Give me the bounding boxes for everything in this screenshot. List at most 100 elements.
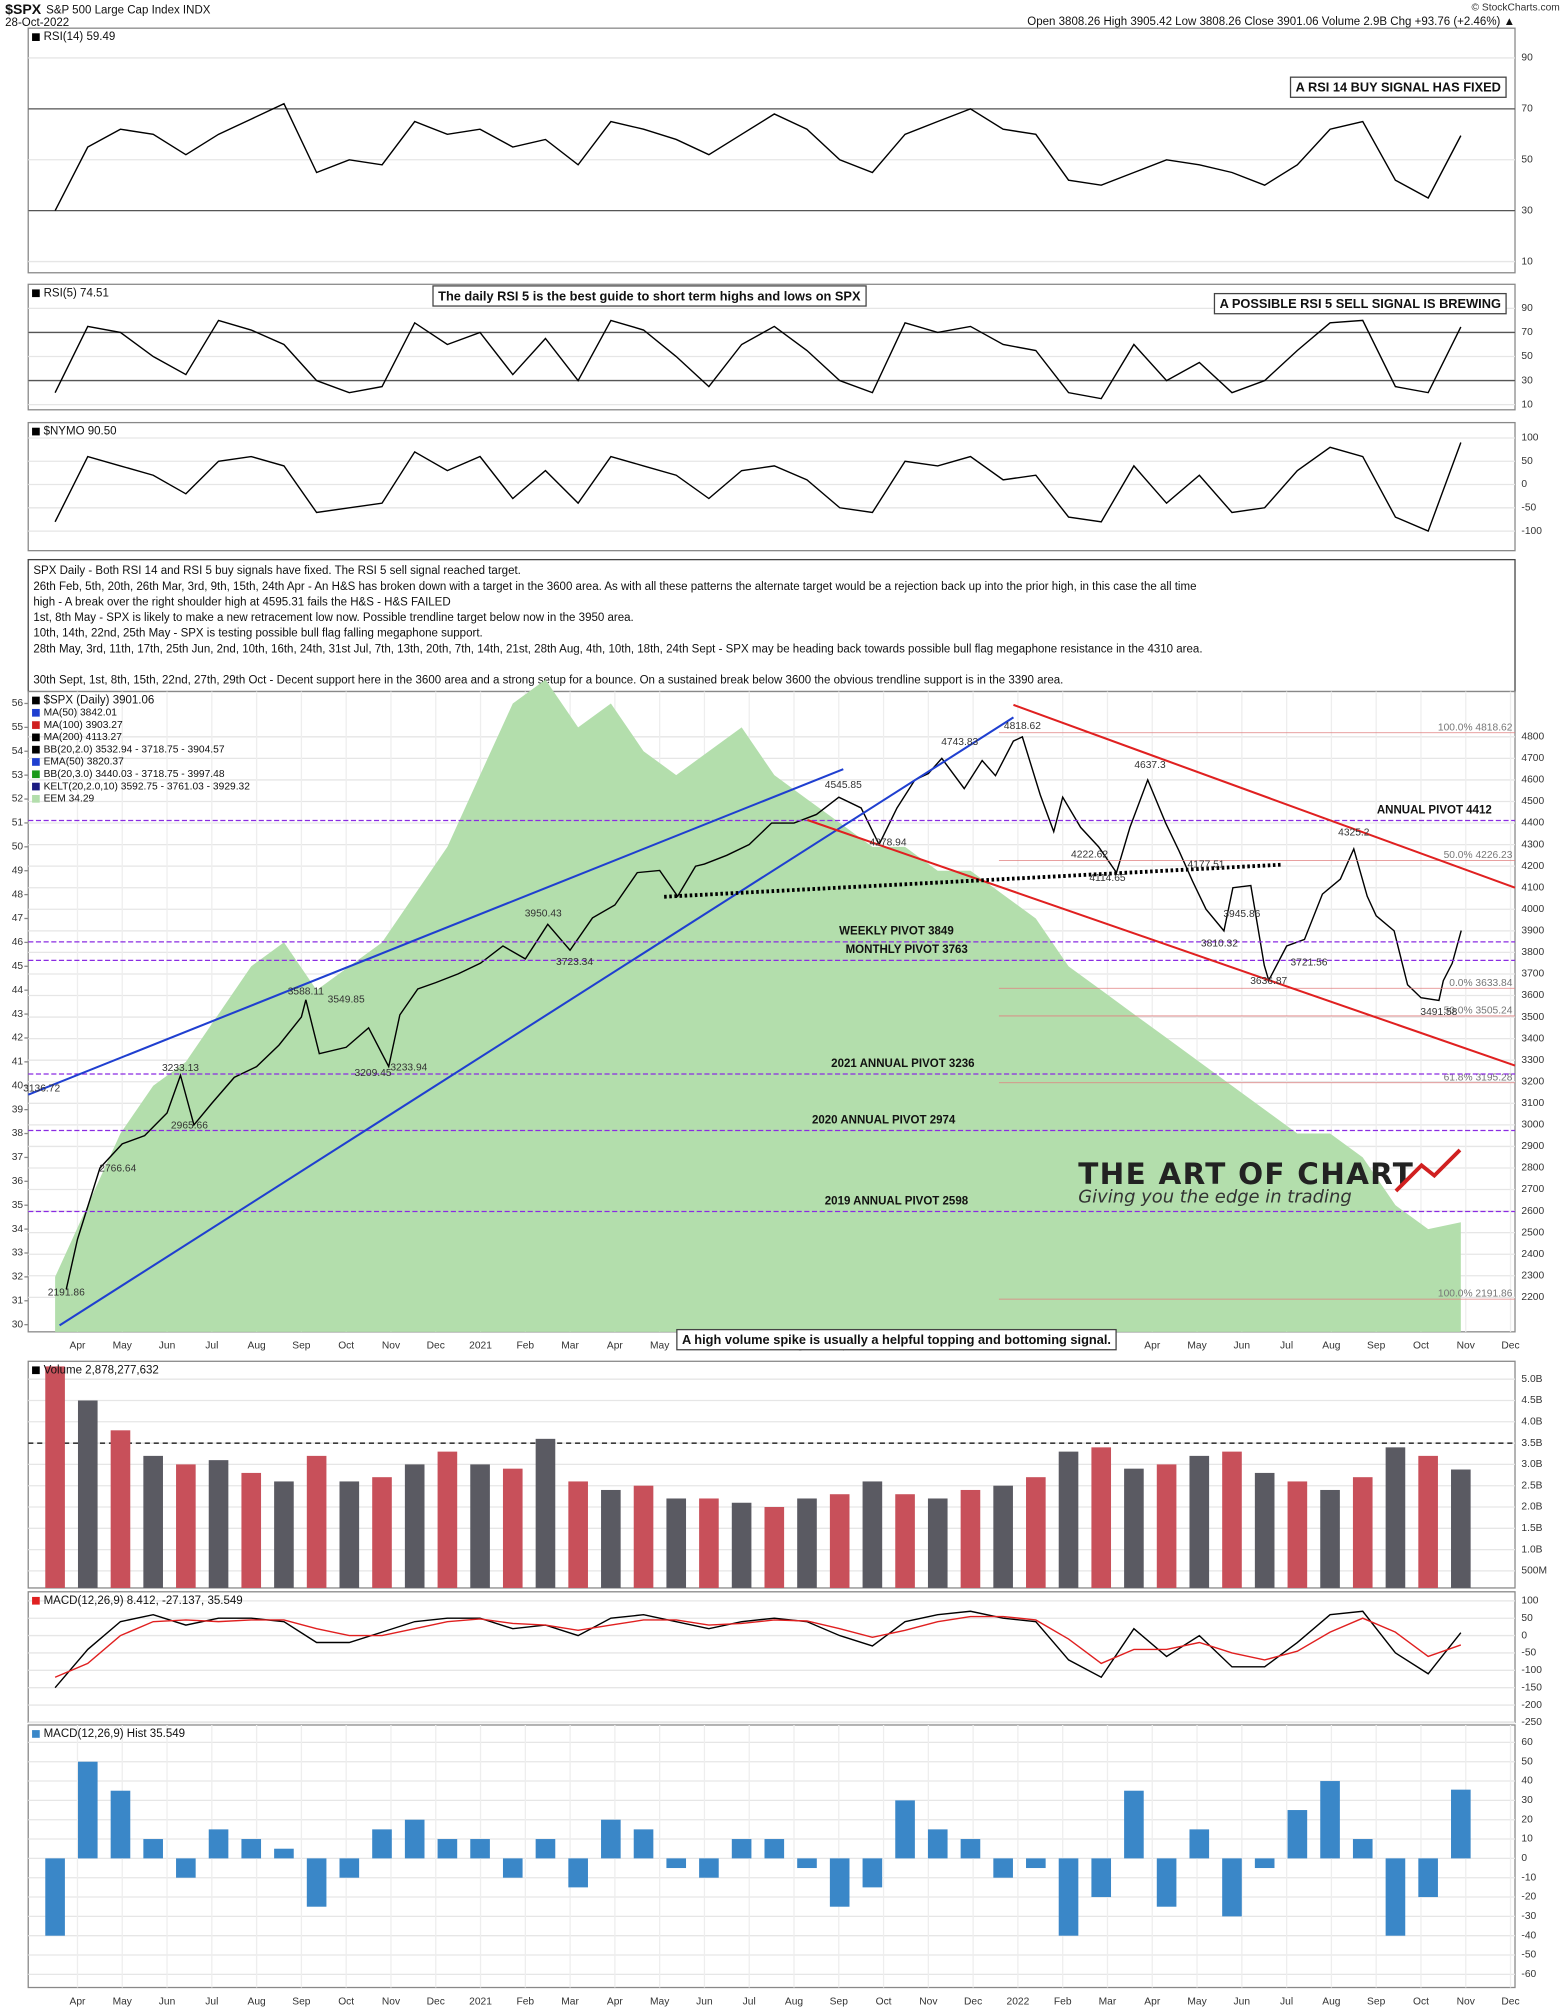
y-tick-label: 50 — [1521, 1613, 1533, 1624]
bar — [960, 1489, 981, 1588]
pivot-label: WEEKLY PIVOT 3849 — [839, 926, 954, 938]
y2-tick-label: 33 — [12, 1248, 24, 1259]
y-tick-label: 90 — [1521, 53, 1533, 64]
y2-tick-label: 51 — [12, 818, 24, 829]
x-tick-label: Oct — [876, 1996, 892, 2007]
x-tick-label: Dec — [1501, 1996, 1519, 2007]
x-tick-label: Jul — [743, 1996, 756, 2007]
x-tick-label: Feb — [1054, 1996, 1072, 2007]
note: A POSSIBLE RSI 5 SELL SIGNAL IS BREWING — [1220, 296, 1501, 311]
y-tick-label: 3.0B — [1521, 1459, 1542, 1470]
panel-frame — [27, 421, 1516, 552]
bar — [437, 1451, 458, 1588]
y-tick-label: -50 — [1521, 503, 1536, 514]
x-tick-label: Dec — [427, 1341, 445, 1352]
y2-tick-label: 55 — [12, 722, 24, 733]
y-tick-label: 30 — [1521, 1795, 1533, 1806]
legend-swatch — [32, 795, 40, 803]
y-tick-label: 3200 — [1521, 1076, 1544, 1087]
bar — [895, 1494, 915, 1588]
bar — [895, 1800, 915, 1859]
bar — [470, 1464, 490, 1588]
bar — [633, 1829, 654, 1859]
x-tick-label: Aug — [248, 1996, 267, 2007]
y2-tick-label: 43 — [12, 1009, 24, 1020]
bar — [1222, 1451, 1242, 1588]
panel-title: MACD(12,26,9) 8.412, -27.137, 35.549 — [44, 1595, 243, 1607]
bar — [1156, 1464, 1177, 1588]
x-tick-label: May — [113, 1341, 133, 1352]
bar — [1320, 1489, 1340, 1588]
price-label: 4177.51 — [1188, 859, 1225, 870]
legend-swatch — [32, 33, 40, 41]
x-tick-label: 2021 — [469, 1341, 492, 1352]
price-label: 4743.83 — [941, 737, 978, 748]
bar — [143, 1839, 163, 1859]
y-tick-label: 4300 — [1521, 839, 1544, 850]
pivot-label: 2019 ANNUAL PIVOT 2598 — [825, 1195, 969, 1207]
bar — [1058, 1858, 1079, 1936]
bar — [535, 1438, 556, 1588]
commentary-line: 30th Sept, 1st, 8th, 15th, 22nd, 27th, 2… — [33, 675, 1063, 687]
y-tick-label: 3000 — [1521, 1120, 1544, 1131]
bar — [77, 1400, 98, 1588]
x-tick-label: Dec — [1501, 1341, 1519, 1352]
bar — [241, 1839, 262, 1859]
bar — [601, 1819, 621, 1859]
bar — [437, 1839, 458, 1859]
note-box — [432, 285, 867, 307]
price-label: 3233.94 — [390, 1063, 427, 1074]
y-tick-label: 4000 — [1521, 904, 1544, 915]
bar — [241, 1472, 262, 1588]
price-label: 2766.64 — [99, 1163, 136, 1174]
y-tick-label: -10 — [1521, 1872, 1536, 1883]
x-tick-label: May — [1187, 1341, 1207, 1352]
bar — [829, 1858, 850, 1907]
bar — [1418, 1455, 1438, 1588]
price-label: 4222.62 — [1071, 850, 1108, 861]
x-tick-label: 2021 — [469, 1996, 492, 2007]
fib-label: 50.0% 3505.24 — [1444, 1006, 1513, 1017]
x-tick-label: Aug — [1322, 1341, 1341, 1352]
y-tick-label: -30 — [1521, 1911, 1536, 1922]
y-tick-label: 50 — [1521, 456, 1533, 467]
y-tick-label: 1.0B — [1521, 1544, 1542, 1555]
legend-swatch — [32, 721, 40, 729]
x-tick-label: Aug — [785, 1996, 804, 2007]
y-tick-label: 5.0B — [1521, 1374, 1542, 1385]
x-tick-label: Apr — [1144, 1341, 1161, 1352]
y-tick-label: 0 — [1521, 1853, 1527, 1864]
bar — [1287, 1810, 1308, 1859]
y-tick-label: 2700 — [1521, 1184, 1544, 1195]
y2-tick-label: 45 — [12, 961, 24, 972]
y-tick-label: 50 — [1521, 1756, 1533, 1767]
bar — [1287, 1481, 1308, 1588]
price-label: 4545.85 — [825, 780, 862, 791]
bar — [568, 1858, 588, 1888]
y-tick-label: 4400 — [1521, 818, 1544, 829]
bar — [110, 1790, 131, 1859]
price-label: 4114.65 — [1089, 873, 1126, 884]
bar — [1124, 1468, 1144, 1588]
trendline — [1013, 703, 1516, 889]
commentary-line: 1st, 8th May - SPX is likely to make a n… — [33, 612, 633, 624]
price-label: 3549.85 — [328, 995, 365, 1006]
legend-label: BB(20,2.0) 3532.94 - 3718.75 - 3904.57 — [44, 744, 225, 755]
bar — [208, 1829, 229, 1859]
price-label: 3233.13 — [162, 1063, 199, 1074]
legend-swatch — [32, 758, 40, 766]
price-label: 3950.43 — [525, 908, 562, 919]
x-tick-label: Dec — [427, 1996, 445, 2007]
y-tick-label: 30 — [1521, 205, 1533, 216]
bar — [993, 1485, 1013, 1588]
bar — [666, 1858, 687, 1869]
y-tick-label: 100 — [1521, 1596, 1538, 1607]
trendline — [59, 716, 1014, 1327]
x-tick-label: Oct — [1413, 1996, 1429, 2007]
x-tick-label: May — [650, 1996, 670, 2007]
y-tick-label: 4200 — [1521, 861, 1544, 872]
bar — [404, 1819, 425, 1859]
source: © StockCharts.com — [1472, 2, 1560, 13]
y-tick-label: 4.5B — [1521, 1395, 1542, 1406]
